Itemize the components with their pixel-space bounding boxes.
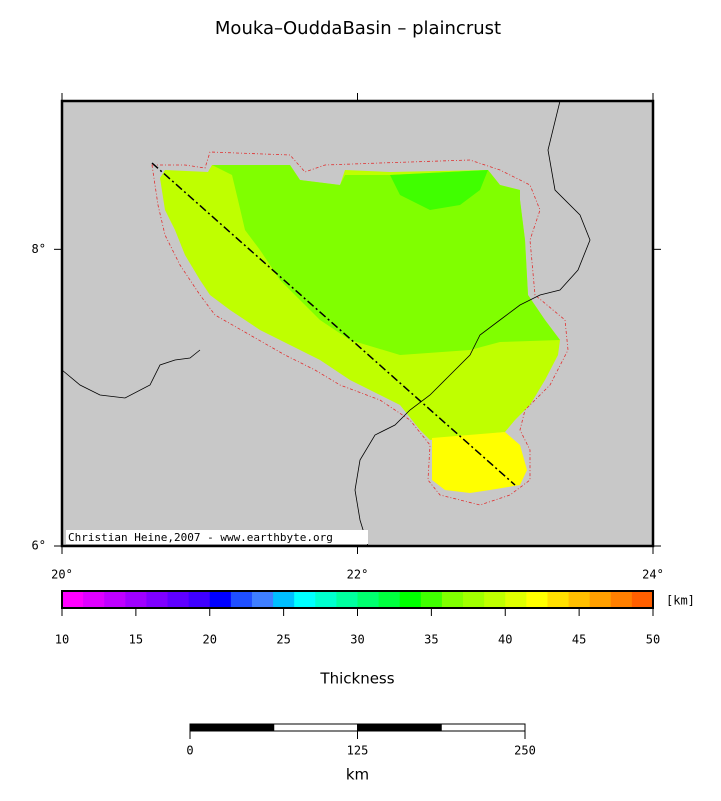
y-tick-label: 8°: [32, 242, 46, 256]
x-tick-label: 24°: [642, 568, 664, 582]
colorbar-cell: [104, 591, 126, 608]
colorbar-cell: [125, 591, 147, 608]
colorbar-cell: [526, 591, 548, 608]
thickness-field: [160, 165, 560, 493]
colorbar-cell: [589, 591, 612, 608]
colorbar-cell: [505, 591, 527, 608]
colorbar-cell: [336, 591, 358, 608]
colorbar-tick-label: 50: [646, 633, 660, 647]
credit: Christian Heine,2007 - www.earthbyte.org: [68, 531, 333, 544]
scalebar-segment: [189, 723, 275, 732]
colorbar-cell: [209, 591, 232, 608]
scalebar-tick-label: 0: [186, 744, 193, 758]
colorbar-cell: [188, 591, 211, 608]
colorbar-cell: [315, 591, 337, 608]
colorbar-cell: [251, 591, 274, 608]
colorbar-tick-label: 30: [350, 633, 364, 647]
scalebar-tick-label: 125: [347, 744, 369, 758]
profile-line: [151, 162, 516, 486]
colorbar-label: Thickness: [319, 670, 394, 688]
colorbar-tick-label: 15: [129, 633, 143, 647]
scalebar-segment: [357, 723, 442, 732]
credit-box: [66, 530, 368, 544]
colorbar-cell: [62, 591, 84, 608]
colorbar-cell: [230, 591, 253, 608]
scalebar-unit: km: [346, 766, 369, 784]
colorbar-cell: [463, 591, 485, 608]
scalebar-segment: [440, 723, 526, 732]
basin-outline: [151, 151, 569, 506]
colorbar-cell: [83, 591, 105, 608]
colorbar-cell: [146, 591, 169, 608]
colorbar-cell: [357, 591, 380, 608]
x-tick-label: 20°: [51, 568, 73, 582]
colorbar-tick-label: 20: [203, 633, 217, 647]
colorbar-cell: [378, 591, 401, 608]
colorbar-unit: [km]: [666, 594, 695, 608]
colorbar-cell: [273, 591, 295, 608]
borders: [61, 100, 591, 547]
scalebar-segment: [273, 723, 358, 732]
colorbar-cell: [399, 591, 422, 608]
x-tick-label: 22°: [347, 568, 369, 582]
colorbar-tick-label: 40: [498, 633, 512, 647]
colorbar-cell: [547, 591, 570, 608]
scalebar-tick-label: 250: [514, 744, 536, 758]
colorbar-tick-label: 25: [276, 633, 290, 647]
colorbar-cell: [420, 591, 443, 608]
colorbar-cell: [484, 591, 506, 608]
colorbar-tick-label: 45: [572, 633, 586, 647]
colorbar-cell: [568, 591, 591, 608]
title: Mouka–OuddaBasin – plaincrust: [215, 18, 501, 39]
colorbar-tick-label: 35: [424, 633, 438, 647]
colorbar-cell: [294, 591, 316, 608]
colorbar-cell: [610, 591, 633, 608]
y-tick-label: 6°: [32, 539, 46, 553]
colorbar-cell: [631, 591, 654, 608]
colorbar-cell: [441, 591, 464, 608]
colorbar-tick-label: 10: [55, 633, 69, 647]
colorbar-cell: [167, 591, 190, 608]
